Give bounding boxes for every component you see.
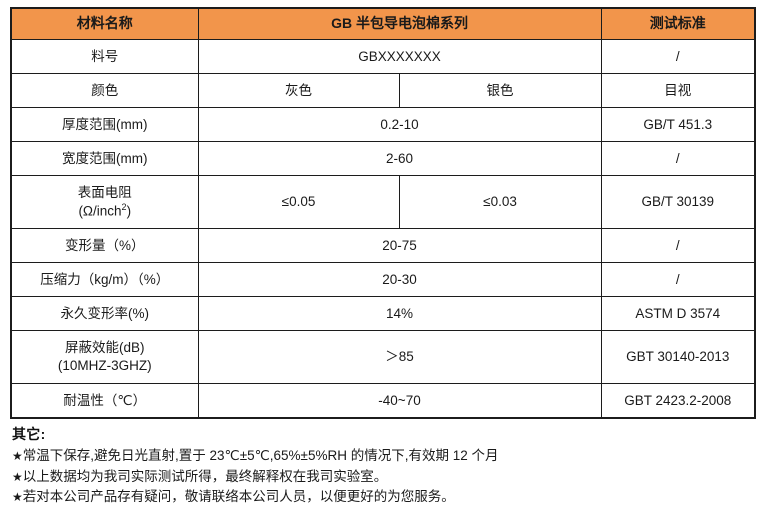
row-label-line1: 表面电阻: [77, 185, 132, 201]
row-standard: 目视: [600, 73, 756, 108]
row-value-right: 银色: [398, 73, 602, 108]
note-line: ★常温下保存,避免日光直射,置于 23℃±5℃,65%±5%RH 的情况下,有效…: [12, 446, 754, 467]
row-standard: GBT 2423.2-2008: [600, 383, 756, 419]
table-header-row: 材料名称 GB 半包导电泡棉系列 测试标准: [10, 7, 756, 40]
row-label: 屏蔽效能(dB) (10MHZ-3GHZ): [10, 330, 199, 384]
star-bullet-icon: ★: [12, 449, 23, 463]
row-label: 压缩力（kg/m）（%）: [10, 262, 199, 297]
row-value: 20-75: [197, 228, 602, 263]
row-label-line2-end: ): [126, 203, 132, 219]
note-line: ★若对本公司产品存有疑问，敬请联络本公司人员，以便更好的为您服务。: [12, 487, 754, 508]
row-label: 厚度范围(mm): [10, 107, 199, 142]
table-row: 耐温性（℃） -40~70 GBT 2423.2-2008: [10, 383, 756, 419]
row-value: 14%: [197, 296, 602, 331]
row-standard: /: [600, 262, 756, 297]
table-row: 厚度范围(mm) 0.2-10 GB/T 451.3: [10, 107, 756, 142]
row-value: -40~70: [197, 383, 602, 419]
star-bullet-icon: ★: [12, 490, 23, 505]
row-standard: /: [600, 39, 756, 74]
row-label: 耐温性（℃）: [10, 383, 199, 419]
row-value: 0.2-10: [197, 107, 602, 142]
row-value: 2-60: [197, 141, 602, 176]
row-label-superscript: 2: [121, 201, 127, 212]
table-row: 宽度范围(mm) 2-60 /: [10, 141, 756, 176]
row-label-line1: 屏蔽效能(dB): [64, 340, 145, 356]
note-text: 以上数据均为我司实际测试所得，最终解释权在我司实验室。: [22, 468, 388, 484]
row-label: 颜色: [10, 73, 199, 108]
row-label-line2: (10MHZ-3GHZ): [57, 358, 152, 373]
row-label-line2-text: (Ω/inch: [78, 203, 122, 219]
table-row: 料号 GBXXXXXXX /: [10, 39, 756, 74]
note-line: ★以上数据均为我司实际测试所得，最终解释权在我司实验室。: [12, 467, 754, 488]
notes-title: 其它:: [12, 426, 46, 442]
table-row: 压缩力（kg/m）（%） 20-30 /: [10, 262, 756, 297]
row-label-line2: (Ω/inch2): [15, 202, 195, 220]
row-label: 永久变形率(%): [10, 296, 199, 331]
row-value: GBXXXXXXX: [197, 39, 602, 74]
row-standard: /: [600, 141, 756, 176]
table-row: 变形量（%） 20-75 /: [10, 228, 756, 263]
table-row: 表面电阻 (Ω/inch2) ≤0.05 ≤0.03 GB/T 30139: [10, 175, 756, 229]
spec-sheet-page: 材料名称 GB 半包导电泡棉系列 测试标准 料号 GBXXXXXXX / 颜色 …: [10, 7, 757, 504]
row-standard: GB/T 451.3: [600, 107, 756, 142]
row-standard: GB/T 30139: [600, 175, 756, 229]
header-material-name: 材料名称: [10, 7, 199, 40]
row-value-left: 灰色: [197, 73, 400, 108]
table-row: 颜色 灰色 银色 目视: [10, 73, 756, 108]
star-bullet-icon: ★: [12, 469, 23, 484]
row-label: 变形量（%）: [10, 228, 199, 263]
table-row: 永久变形率(%) 14% ASTM D 3574: [10, 296, 756, 331]
row-standard: GBT 30140-2013: [600, 330, 756, 384]
row-label: 料号: [10, 39, 199, 74]
notes-section: 其它: ★常温下保存,避免日光直射,置于 23℃±5℃,65%±5%RH 的情况…: [10, 424, 754, 508]
material-spec-table: 材料名称 GB 半包导电泡棉系列 测试标准 料号 GBXXXXXXX / 颜色 …: [10, 7, 757, 419]
header-test-standard: 测试标准: [600, 7, 756, 40]
table-row: 屏蔽效能(dB) (10MHZ-3GHZ) ＞85 GBT 30140-2013: [10, 330, 756, 384]
row-value-right: ≤0.03: [398, 175, 602, 229]
row-label: 表面电阻 (Ω/inch2): [10, 175, 199, 229]
header-product-series: GB 半包导电泡棉系列: [197, 7, 602, 40]
row-value: 20-30: [197, 262, 602, 297]
note-text: 若对本公司产品存有疑问，敬请联络本公司人员，以便更好的为您服务。: [22, 489, 455, 505]
row-standard: /: [600, 228, 756, 263]
row-value-left: ≤0.05: [197, 175, 400, 229]
row-standard: ASTM D 3574: [600, 296, 756, 331]
note-text: 常温下保存,避免日光直射,置于 23℃±5℃,65%±5%RH 的情况下,有效期…: [22, 448, 499, 463]
row-value: ＞85: [197, 330, 602, 384]
row-label: 宽度范围(mm): [10, 141, 199, 176]
